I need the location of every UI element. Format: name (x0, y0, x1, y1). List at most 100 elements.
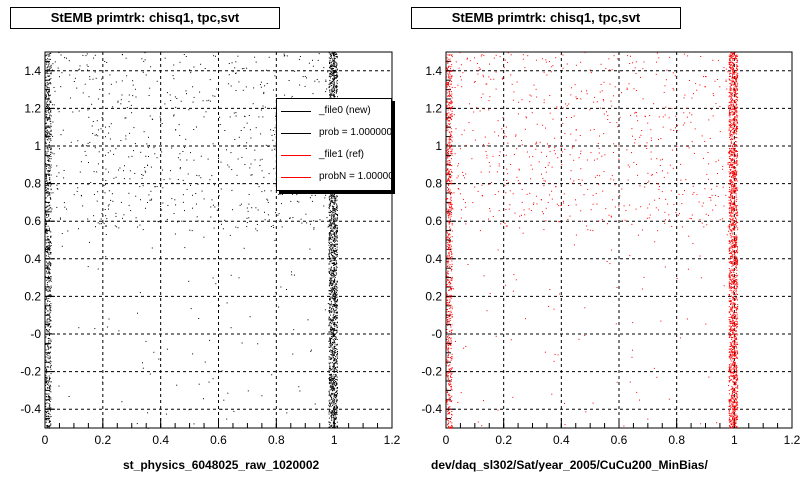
p0-data-point (47, 321, 49, 323)
p0-data-point (242, 89, 244, 91)
p0-data-point (48, 63, 50, 65)
p0-data-point (139, 224, 141, 226)
p1-data-point (731, 300, 732, 302)
p1-data-point (449, 313, 451, 315)
p1-data-point (729, 420, 731, 422)
p1-data-point (735, 141, 736, 142)
p1-data-point (731, 262, 733, 264)
p0-data-point (329, 61, 331, 63)
p1-data-point (451, 236, 453, 238)
p0-data-point (329, 195, 331, 197)
p1-data-point (730, 194, 731, 196)
p1-data-point (447, 322, 448, 324)
p1-data-point (447, 338, 449, 340)
p0-data-point (335, 231, 337, 233)
p1-data-point (449, 60, 451, 62)
p0-data-point (50, 174, 52, 176)
p0-data-point (246, 217, 248, 219)
p1-data-point (736, 76, 738, 78)
p1-data-point (448, 282, 450, 284)
p1-data-point (733, 402, 735, 404)
p0-data-point (59, 217, 61, 219)
p0-data-point (334, 285, 336, 287)
p0-y-tick-label: 0.8 (24, 177, 41, 191)
p1-x-tick-label: 0.2 (495, 433, 512, 447)
p1-data-point (734, 349, 736, 351)
p0-data-point (49, 272, 51, 274)
p0-data-point (130, 104, 132, 106)
p0-data-point (332, 81, 334, 83)
p0-data-point (108, 132, 110, 134)
p0-data-point (50, 158, 52, 160)
p0-data-point (331, 426, 333, 428)
p0-data-point (300, 218, 302, 220)
p1-data-point (731, 220, 733, 222)
p0-data-point (47, 92, 49, 93)
p1-data-point (449, 299, 451, 301)
p0-data-point (254, 159, 256, 161)
p0-data-point (256, 230, 258, 232)
p0-data-point (335, 264, 337, 266)
p0-data-point (333, 374, 335, 376)
p1-data-point (736, 282, 738, 284)
p0-data-point (329, 408, 331, 410)
p0-data-point (104, 209, 106, 210)
p1-data-point (447, 354, 449, 356)
p0-data-point (335, 291, 337, 293)
p1-data-point (451, 414, 453, 416)
p0-data-point (335, 250, 337, 252)
p0-data-point (48, 379, 50, 380)
p0-data-point (335, 197, 337, 199)
p1-data-point (447, 264, 449, 266)
p0-data-point (48, 341, 50, 343)
p0-data-point (229, 116, 231, 118)
p0-data-point (330, 211, 332, 212)
p1-data-point (731, 164, 733, 165)
p0-data-point (336, 196, 338, 198)
p0-data-point (97, 98, 99, 100)
p0-data-point (330, 404, 331, 406)
p0-data-point (328, 341, 330, 342)
p1-data-point (448, 76, 449, 78)
p0-data-point (331, 410, 333, 412)
p0-data-point (46, 310, 48, 312)
p1-data-point (446, 311, 448, 313)
p0-data-point (45, 276, 47, 278)
p1-x-tick-label: 0.6 (611, 433, 628, 447)
p0-data-point (46, 289, 48, 291)
p1-data-point (730, 131, 732, 133)
p0-data-point (330, 237, 331, 239)
p1-data-point (728, 242, 730, 244)
p1-data-point (450, 318, 452, 320)
p1-data-point (734, 268, 736, 270)
p0-data-point (332, 336, 334, 338)
p1-data-point (447, 316, 449, 318)
p1-data-point (734, 173, 735, 175)
p0-data-point (46, 217, 48, 218)
p0-data-point (110, 199, 112, 201)
p0-data-point (47, 73, 49, 74)
p0-data-point (334, 426, 336, 428)
p0-data-point (94, 134, 96, 136)
p0-data-point (120, 201, 122, 203)
p0-data-point (50, 252, 52, 254)
p1-data-point (448, 189, 449, 191)
p1-data-point (730, 278, 732, 280)
p0-data-point (329, 85, 331, 87)
p1-data-point (731, 185, 732, 187)
p0-data-point (128, 204, 130, 206)
p0-data-point (50, 415, 52, 417)
p0-data-point (335, 310, 337, 312)
p0-data-point (238, 136, 240, 138)
p0-data-point (256, 224, 258, 225)
p0-data-point (48, 377, 50, 379)
p0-data-point (330, 214, 332, 216)
p1-data-point (732, 404, 734, 406)
p1-data-point (447, 162, 449, 164)
p1-data-point (448, 341, 450, 343)
p1-data-point (729, 275, 731, 277)
p0-data-point (334, 224, 336, 226)
p1-data-point (451, 256, 453, 258)
p0-data-point (47, 266, 49, 268)
p0-data-point (329, 67, 331, 69)
